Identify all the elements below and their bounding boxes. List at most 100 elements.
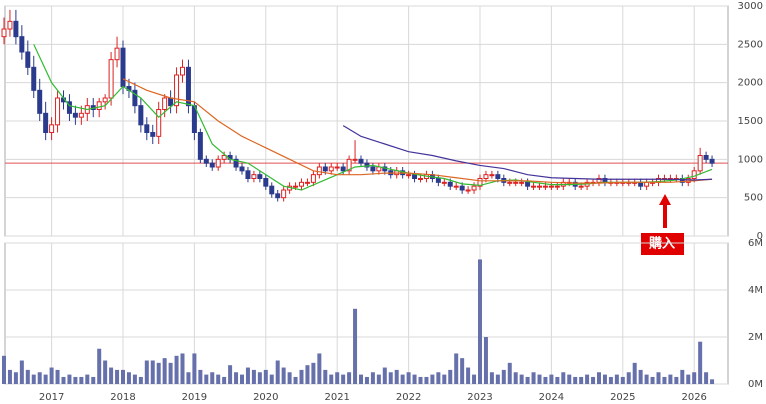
x-tick-label: 2021	[324, 392, 349, 403]
volume-panel	[4, 242, 729, 385]
volume-bar	[674, 376, 679, 384]
volume-bar	[2, 355, 6, 384]
y-tick-label: 1500	[738, 116, 763, 127]
candle-body	[483, 174, 489, 180]
candle-body	[275, 193, 281, 199]
candle-body	[215, 158, 221, 168]
volume-bar	[650, 376, 655, 384]
volume-bar	[388, 372, 393, 384]
volume-bar	[132, 374, 137, 384]
volume-bar	[620, 376, 625, 384]
candle-body	[66, 101, 72, 114]
volume-bar	[710, 379, 715, 384]
volume-bar	[109, 367, 114, 384]
candle-body	[156, 109, 162, 137]
candle-body	[108, 59, 114, 99]
volume-bar	[507, 362, 512, 384]
candle-body	[37, 89, 43, 114]
x-tick-label: 2024	[539, 392, 564, 403]
volume-bar	[210, 372, 215, 384]
volume-bar	[144, 360, 149, 384]
volume-bar	[472, 374, 477, 384]
candle-body	[43, 112, 49, 134]
candle-body	[55, 97, 61, 126]
volume-bar	[329, 374, 334, 384]
volume-bar	[269, 374, 274, 384]
volume-bar	[347, 372, 352, 384]
candle-body	[519, 181, 525, 184]
candle-body	[31, 66, 37, 91]
candle-body	[447, 181, 453, 187]
candle-body	[364, 162, 370, 168]
x-tick-label: 2017	[39, 392, 64, 403]
volume-bar	[602, 374, 607, 384]
candle-body	[477, 178, 483, 187]
volume-bar	[37, 372, 42, 384]
volume-bar	[692, 372, 697, 384]
volume-bar	[454, 353, 459, 384]
candle-body	[322, 166, 328, 172]
candle-body	[542, 185, 548, 188]
volume-bar	[198, 369, 203, 384]
candle-body	[495, 174, 501, 180]
candle-body	[185, 66, 191, 107]
volume-bar	[287, 372, 292, 384]
candle-body	[435, 178, 441, 183]
candle-body	[239, 166, 245, 172]
volume-bar	[501, 369, 506, 384]
candle-body	[578, 185, 584, 188]
volume-bar	[31, 374, 36, 384]
candle-body	[138, 105, 144, 126]
x-tick-label: 2018	[110, 392, 135, 403]
volume-bar	[489, 372, 494, 384]
candle-body	[120, 47, 126, 87]
candle-body	[316, 166, 322, 176]
candle-body	[525, 181, 531, 187]
candle-body	[459, 185, 465, 191]
candle-body	[174, 74, 180, 107]
volume-bar	[121, 369, 125, 384]
volume-bar	[186, 372, 191, 384]
volume-bar	[585, 374, 590, 384]
candle-body	[114, 47, 120, 61]
volume-bar	[257, 372, 262, 384]
volume-bar	[55, 369, 60, 384]
y-tick-label: 0	[757, 231, 763, 242]
volume-bar	[73, 376, 78, 384]
volume-bar	[483, 337, 488, 384]
candle-body	[352, 158, 358, 161]
volume-bar	[519, 374, 524, 384]
candle-body	[251, 174, 257, 180]
volume-bar	[466, 367, 471, 384]
volume-bar	[400, 374, 405, 384]
candle-body	[209, 162, 215, 168]
volume-bar	[341, 374, 346, 384]
volume-bar	[103, 360, 108, 384]
candle-body	[697, 155, 703, 172]
volume-bar	[364, 376, 369, 384]
candle-body	[340, 166, 346, 172]
volume-bar	[25, 369, 30, 384]
volume-bar	[281, 367, 286, 384]
candle-body	[703, 155, 709, 160]
volume-bar	[686, 374, 691, 384]
volume-bar	[251, 369, 256, 384]
volume-bar	[162, 358, 167, 384]
volume-bar	[608, 376, 613, 384]
candle-body	[548, 185, 554, 188]
volume-bar	[555, 376, 560, 384]
volume-bar	[180, 353, 185, 384]
volume-bar	[591, 376, 596, 384]
x-tick-label: 2019	[182, 392, 207, 403]
volume-bar	[79, 376, 84, 384]
volume-bar	[614, 374, 619, 384]
x-tick-label: 2020	[253, 392, 278, 403]
volume-bar	[156, 362, 161, 384]
volume-bar	[442, 374, 447, 384]
candle-body	[233, 158, 239, 168]
volume-bar	[234, 372, 239, 384]
volume-bar	[115, 369, 120, 384]
candle-body	[554, 185, 560, 188]
volume-bar	[192, 353, 197, 384]
